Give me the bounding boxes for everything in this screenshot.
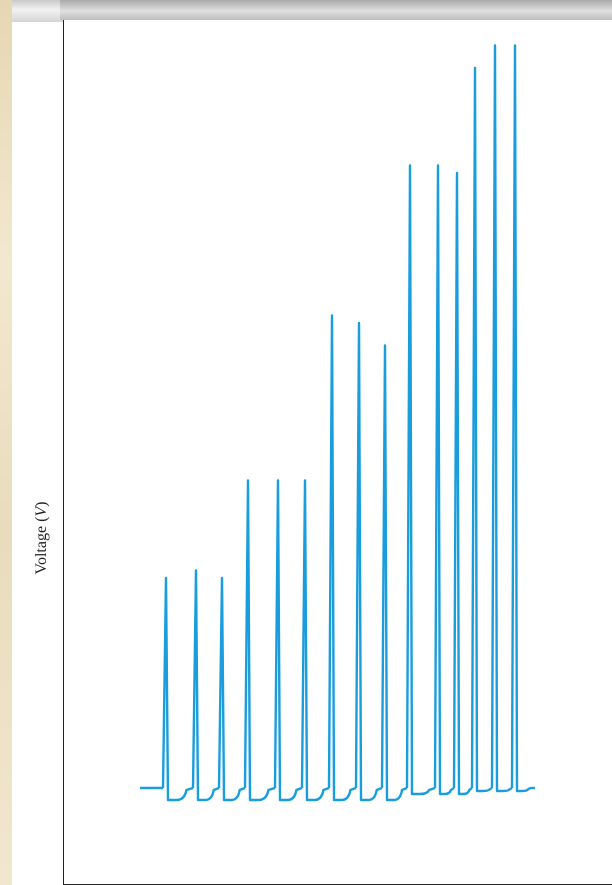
- spike-15: [510, 44, 531, 793]
- spike-5: [273, 479, 303, 802]
- left-decorative-strip: [0, 0, 12, 885]
- spike-13: [470, 66, 493, 793]
- spike-3: [217, 576, 246, 802]
- spike-11: [433, 164, 455, 796]
- spike-9: [380, 344, 408, 802]
- spike-10: [405, 164, 436, 796]
- spike-7: [327, 314, 357, 802]
- spike-4: [243, 479, 276, 802]
- spike-2: [191, 569, 220, 802]
- plot-frame: [63, 20, 612, 885]
- spike-8: [354, 321, 383, 802]
- top-decorative-band-inner: [60, 0, 612, 20]
- spikes-layer: [140, 44, 535, 802]
- spike-6: [300, 479, 330, 802]
- spike-14: [490, 44, 513, 793]
- spike-1: [161, 576, 194, 802]
- spike-12: [452, 171, 473, 796]
